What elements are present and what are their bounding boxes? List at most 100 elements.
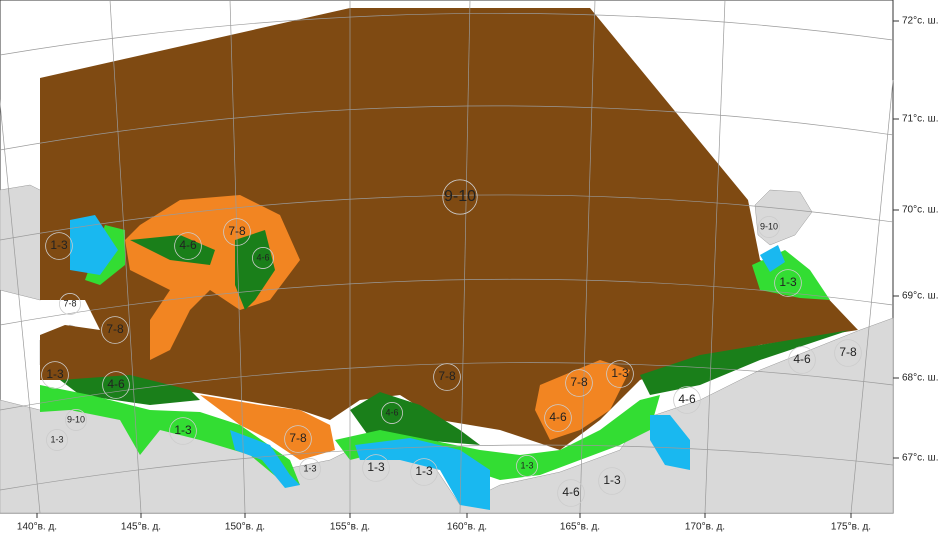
graticule — [0, 0, 894, 514]
meridian — [579, 0, 596, 514]
zone-label: 1-3 — [303, 463, 316, 473]
latitude-labels: 72°с. ш. 71°с. ш. 70°с. ш. 69°с. ш. 68°с. ш.… — [893, 16, 938, 464]
zone-label: 7-8 — [570, 375, 588, 389]
label-halo — [544, 404, 572, 432]
meridian — [109, 0, 142, 514]
fast-ice — [70, 215, 118, 275]
label-halo — [45, 232, 73, 260]
label-halo — [516, 455, 538, 477]
label-halo — [442, 179, 478, 215]
zone-label: 1-3 — [50, 238, 68, 252]
label-halo — [774, 269, 802, 297]
label-halo — [362, 454, 390, 482]
meridian — [459, 0, 471, 514]
zone-label: 4-6 — [256, 252, 269, 262]
latitude-label: 69°с. ш. — [902, 291, 938, 302]
latitude-label: 68°с. ш. — [902, 373, 938, 384]
ice-zone-4-6 — [130, 235, 215, 265]
label-halo — [169, 417, 197, 445]
label-halo — [834, 339, 862, 367]
zone-label: 4-6 — [562, 485, 580, 499]
label-halo — [102, 371, 130, 399]
zone-label: 4-6 — [385, 407, 398, 417]
label-halo — [565, 369, 593, 397]
label-halo — [223, 218, 251, 246]
label-halo — [758, 216, 780, 238]
ice-zone-9-10 — [40, 8, 858, 450]
map-area: 9-10 7-8 4-6 4-6 1-3 7-8 7-8 1-3 4-6 9-10 1-3 1-3 7-… — [0, 0, 894, 514]
latitude-label: 70°с. ш. — [902, 205, 938, 216]
zone-label: 1-3 — [415, 464, 433, 478]
label-halo — [41, 361, 69, 389]
label-halo — [174, 232, 202, 260]
zone-label: 7-8 — [63, 298, 76, 308]
zone-label: 9-10 — [444, 188, 476, 205]
fast-ice — [760, 245, 785, 272]
label-halo — [673, 386, 701, 414]
label-halo — [606, 360, 634, 388]
parallel — [0, 13, 894, 56]
ice-zone-7-8 — [535, 360, 630, 440]
latitude-label: 67°с. ш. — [902, 453, 938, 464]
longitude-label: 140°в. д. — [17, 522, 57, 533]
ice-zone-4-6 — [640, 330, 850, 395]
zone-label: 7-8 — [289, 431, 307, 445]
zone-label: 7-8 — [839, 345, 857, 359]
longitude-label: 160°в. д. — [447, 522, 487, 533]
longitude-label: 155°в. д. — [330, 522, 370, 533]
label-halo — [101, 316, 129, 344]
label-halo — [46, 429, 68, 451]
ice-zone-7-8 — [200, 395, 335, 460]
label-halo — [788, 346, 816, 374]
zone-label: 4-6 — [793, 352, 811, 366]
zone-labels: 9-10 7-8 4-6 4-6 1-3 7-8 7-8 1-3 4-6 9-10 1-3 1-3 7-… — [41, 179, 862, 507]
zone-label: 4-6 — [549, 410, 567, 424]
fast-ice — [355, 438, 490, 510]
zone-label: 7-8 — [438, 369, 456, 383]
longitude-label: 165°в. д. — [560, 522, 600, 533]
zone-label: 1-3 — [367, 460, 385, 474]
zone-label: 4-6 — [107, 377, 125, 391]
label-halo — [59, 293, 81, 315]
longitude-label: 170°в. д. — [685, 522, 725, 533]
label-halo — [410, 458, 438, 486]
parallel — [0, 105, 894, 151]
fast-ice — [230, 430, 300, 488]
label-halo — [557, 479, 585, 507]
longitude-label: 175°в. д. — [831, 522, 871, 533]
zone-label: 7-8 — [228, 224, 246, 238]
parallel — [0, 444, 894, 491]
parallel — [0, 278, 894, 326]
zone-label: 1-3 — [779, 275, 797, 289]
meridian — [229, 0, 246, 514]
zone-label: 4-6 — [678, 392, 696, 406]
longitude-label: 145°в. д. — [121, 522, 161, 533]
zone-label: 1-3 — [603, 473, 621, 487]
meridian — [704, 0, 726, 514]
ice-zone-4-6 — [235, 230, 275, 310]
fast-ice — [650, 415, 690, 470]
longitude-labels: 140°в. д. 145°в. д. 150°в. д. 155°в. д. 160°… — [17, 513, 871, 533]
parallel — [0, 194, 894, 241]
zone-label: 1-3 — [50, 434, 63, 444]
land — [754, 189, 813, 246]
zone-label: 9-10 — [760, 221, 778, 231]
zone-label: 1-3 — [611, 366, 629, 380]
meridian — [0, 98, 41, 514]
meridian — [850, 79, 894, 514]
latitude-label: 72°с. ш. — [902, 16, 938, 27]
label-halo — [65, 409, 87, 431]
label-halo — [433, 363, 461, 391]
ice-zone-1-3 — [40, 385, 300, 485]
ice-zone-1-3 — [335, 395, 660, 480]
label-halo — [252, 247, 274, 269]
zone-label: 7-8 — [106, 322, 124, 336]
longitude-label: 150°в. д. — [225, 522, 265, 533]
zone-label: 4-6 — [179, 238, 197, 252]
label-halo — [299, 458, 321, 480]
zone-label: 1-3 — [174, 423, 192, 437]
label-halo — [598, 467, 626, 495]
label-halo — [381, 402, 403, 424]
latitude-label: 71°с. ш. — [902, 114, 938, 125]
